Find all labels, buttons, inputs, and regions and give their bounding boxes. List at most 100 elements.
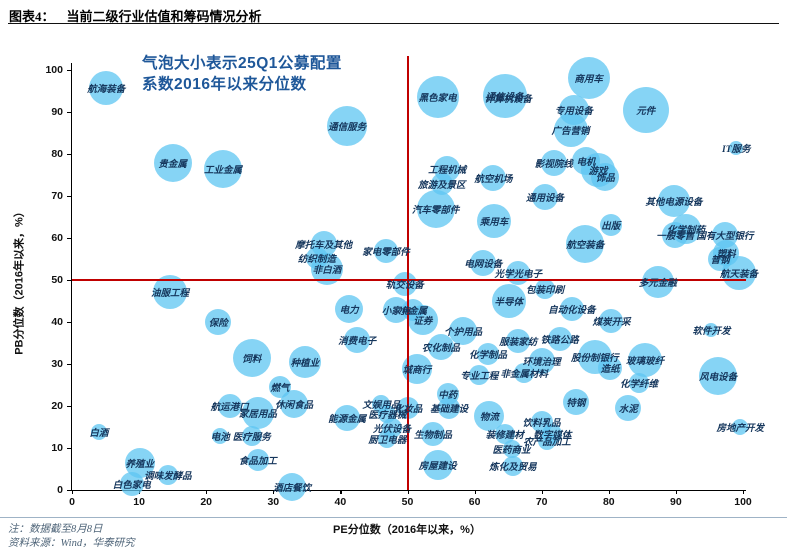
bubble[interactable] (628, 372, 649, 393)
bubble[interactable] (422, 449, 453, 480)
bubble[interactable] (532, 183, 559, 210)
bubble-label: 食品加工 (238, 457, 277, 468)
bubble[interactable] (538, 431, 557, 450)
bubble[interactable] (327, 105, 368, 146)
bubble[interactable] (477, 204, 512, 239)
bubble-label: 水泥 (618, 405, 638, 416)
bubble[interactable] (491, 284, 526, 318)
bubble[interactable] (344, 327, 371, 354)
bubble-label: 城商行 (402, 366, 432, 377)
bubble[interactable] (416, 189, 455, 228)
bubble-label: 中药 (438, 390, 458, 401)
x-tick-mark (608, 490, 610, 494)
bubble[interactable] (699, 357, 738, 396)
bubble-label: 厨卫电器 (368, 436, 407, 447)
plot-area: 航海装备 通信服务 黑色家电 通信设备 计算机设备 商用车 专用设备 广告营销 元件 IT服务 贵金… (72, 56, 764, 502)
bubble-label: 环境治理 (522, 358, 561, 369)
bubble[interactable] (438, 397, 461, 420)
bubble[interactable] (469, 364, 490, 385)
bubble-label: 贵金属 (158, 160, 187, 171)
bubble[interactable] (480, 164, 507, 191)
bubble-label: 化学制药 (666, 226, 705, 237)
bubble[interactable] (598, 356, 623, 381)
bubble[interactable] (591, 163, 620, 192)
bubble[interactable] (241, 397, 274, 430)
bubble[interactable] (729, 140, 744, 155)
bubble[interactable] (416, 75, 459, 118)
bubble[interactable] (494, 424, 515, 445)
bubble[interactable] (205, 309, 232, 335)
bubble[interactable] (89, 71, 124, 106)
bubble-label: 专业工程 (460, 371, 499, 382)
bubble[interactable] (334, 405, 361, 432)
bubble[interactable] (428, 334, 455, 361)
bubble-label: 通信设备 (485, 93, 524, 104)
y-tick-mark (67, 322, 72, 324)
bubble[interactable] (420, 422, 445, 447)
bubble[interactable] (704, 322, 719, 337)
x-tick-mark (474, 490, 476, 494)
bubble[interactable] (670, 214, 701, 245)
bubble[interactable] (641, 266, 674, 299)
y-tick-mark (67, 70, 72, 72)
bubble[interactable] (566, 224, 605, 263)
size-legend-line1: 气泡大小表示25Q1公募配置 (142, 55, 342, 72)
bubble[interactable] (615, 395, 642, 422)
bubble[interactable] (392, 272, 417, 297)
bubble[interactable] (157, 464, 178, 485)
bubble[interactable] (203, 149, 242, 188)
bubble[interactable] (378, 430, 397, 449)
bubble[interactable] (407, 304, 438, 335)
bubble-label: 装修建材 (485, 431, 524, 442)
bubble-label: 消费电子 (338, 337, 377, 348)
bubble[interactable] (559, 296, 584, 321)
bubble[interactable] (562, 388, 589, 415)
bubble[interactable] (732, 419, 749, 435)
bubble[interactable] (374, 238, 399, 263)
bubble[interactable] (657, 185, 690, 218)
bubble[interactable] (470, 250, 497, 277)
bubble[interactable] (153, 144, 192, 183)
bubble-label: 元件 (636, 106, 656, 117)
bubble[interactable] (506, 328, 531, 353)
bubble[interactable] (540, 149, 567, 176)
bubble-label: 农产品加工 (523, 437, 571, 448)
bubble[interactable] (553, 112, 588, 147)
bubble[interactable] (477, 342, 500, 365)
bubble-label: 非白酒 (312, 266, 342, 277)
bubble-label: 电机 (576, 158, 596, 169)
bubble[interactable] (212, 427, 229, 444)
bubble[interactable] (335, 294, 364, 323)
bubble[interactable] (278, 473, 307, 502)
bubble[interactable] (90, 424, 107, 441)
bubble[interactable] (482, 74, 527, 119)
bubble-label: 影视院线 (534, 159, 573, 170)
y-tick-mark (67, 280, 72, 282)
bubble[interactable] (599, 213, 622, 236)
bubble-label: 保险 (208, 319, 228, 329)
bubble[interactable] (217, 394, 242, 418)
bubble[interactable] (232, 339, 271, 378)
bubble[interactable] (502, 456, 523, 477)
bubble[interactable] (288, 345, 321, 378)
bubble[interactable] (280, 389, 309, 418)
bubble[interactable] (547, 326, 572, 351)
bubble[interactable] (628, 342, 663, 377)
bubble[interactable] (449, 316, 478, 345)
x-tick-mark (273, 490, 275, 494)
bubble[interactable] (622, 86, 669, 133)
chart-header: 图表4： 当前二级行业估值和筹码情况分析 (9, 6, 779, 25)
bubble-label: 航空装备 (566, 240, 605, 251)
y-axis-title: PB分位数（2016年以来，%） (13, 206, 26, 355)
bubble[interactable] (599, 309, 624, 334)
bubble[interactable] (535, 278, 556, 299)
bubble[interactable] (502, 439, 521, 458)
bubble[interactable] (430, 172, 453, 195)
bubble[interactable] (119, 472, 144, 497)
bubble[interactable] (721, 255, 756, 290)
bubble[interactable] (246, 449, 269, 472)
bubble[interactable] (241, 425, 262, 446)
bubble[interactable] (567, 57, 610, 100)
bubble[interactable] (514, 362, 535, 383)
